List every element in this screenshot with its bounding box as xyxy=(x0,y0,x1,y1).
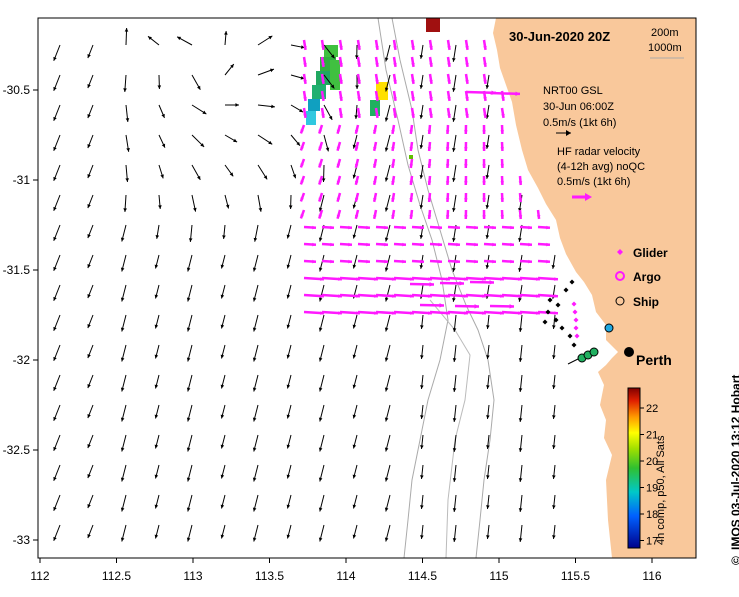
perth-label: Perth xyxy=(636,352,672,368)
svg-text:Glider: Glider xyxy=(633,246,668,260)
credit-text: IMOS 03-Jul-2020 13:12 Hobart xyxy=(729,375,739,550)
copyright-symbol: © xyxy=(729,556,739,565)
lat-tick-label: -33 xyxy=(13,533,31,547)
lon-tick-label: 116 xyxy=(642,569,661,583)
lon-tick-label: 113 xyxy=(183,569,202,583)
svg-text:Ship: Ship xyxy=(633,295,659,309)
lon-tick-label: 112.5 xyxy=(102,569,131,583)
depth-200m-label: 200m xyxy=(651,27,679,39)
lon-tick-label: 114.5 xyxy=(408,569,437,583)
svg-text:Argo: Argo xyxy=(633,270,661,284)
perth-marker xyxy=(624,347,634,357)
model-line-1: NRT00 GSL xyxy=(543,85,603,97)
model-line-2: 30-Jun 06:00Z xyxy=(543,101,614,113)
lat-tick-label: -32 xyxy=(13,353,31,367)
hf-line-1: HF radar velocity xyxy=(557,146,641,158)
title-date: 30-Jun-2020 20Z xyxy=(509,29,610,44)
latitude-axis: -30.5 -31 -31.5 -32 -32.5 -33 xyxy=(3,83,38,547)
colorbar-label: 4h comp, p50, All Sats xyxy=(655,435,667,545)
lon-tick-label: 114 xyxy=(336,569,355,583)
sst-colorbar xyxy=(628,388,640,548)
depth-1000m-label: 1000m xyxy=(648,42,682,54)
lon-tick-label: 112 xyxy=(30,569,49,583)
lon-tick-label: 115 xyxy=(489,569,508,583)
lat-tick-label: -31.5 xyxy=(3,263,31,277)
longitude-axis: 112 112.5 113 113.5 114 114.5 115 115.5 116 xyxy=(30,558,661,583)
hf-line-2: (4-12h avg) noQC xyxy=(557,161,645,173)
model-line-3: 0.5m/s (1kt 6h) xyxy=(543,117,616,129)
colorbar-tick: 22 xyxy=(646,403,658,415)
hf-line-3: 0.5m/s (1kt 6h) xyxy=(557,176,630,188)
lat-tick-label: -31 xyxy=(13,173,31,187)
lon-tick-label: 113.5 xyxy=(255,569,284,583)
lon-tick-label: 115.5 xyxy=(561,569,590,583)
lat-tick-label: -32.5 xyxy=(3,443,31,457)
lat-tick-label: -30.5 xyxy=(3,83,31,97)
